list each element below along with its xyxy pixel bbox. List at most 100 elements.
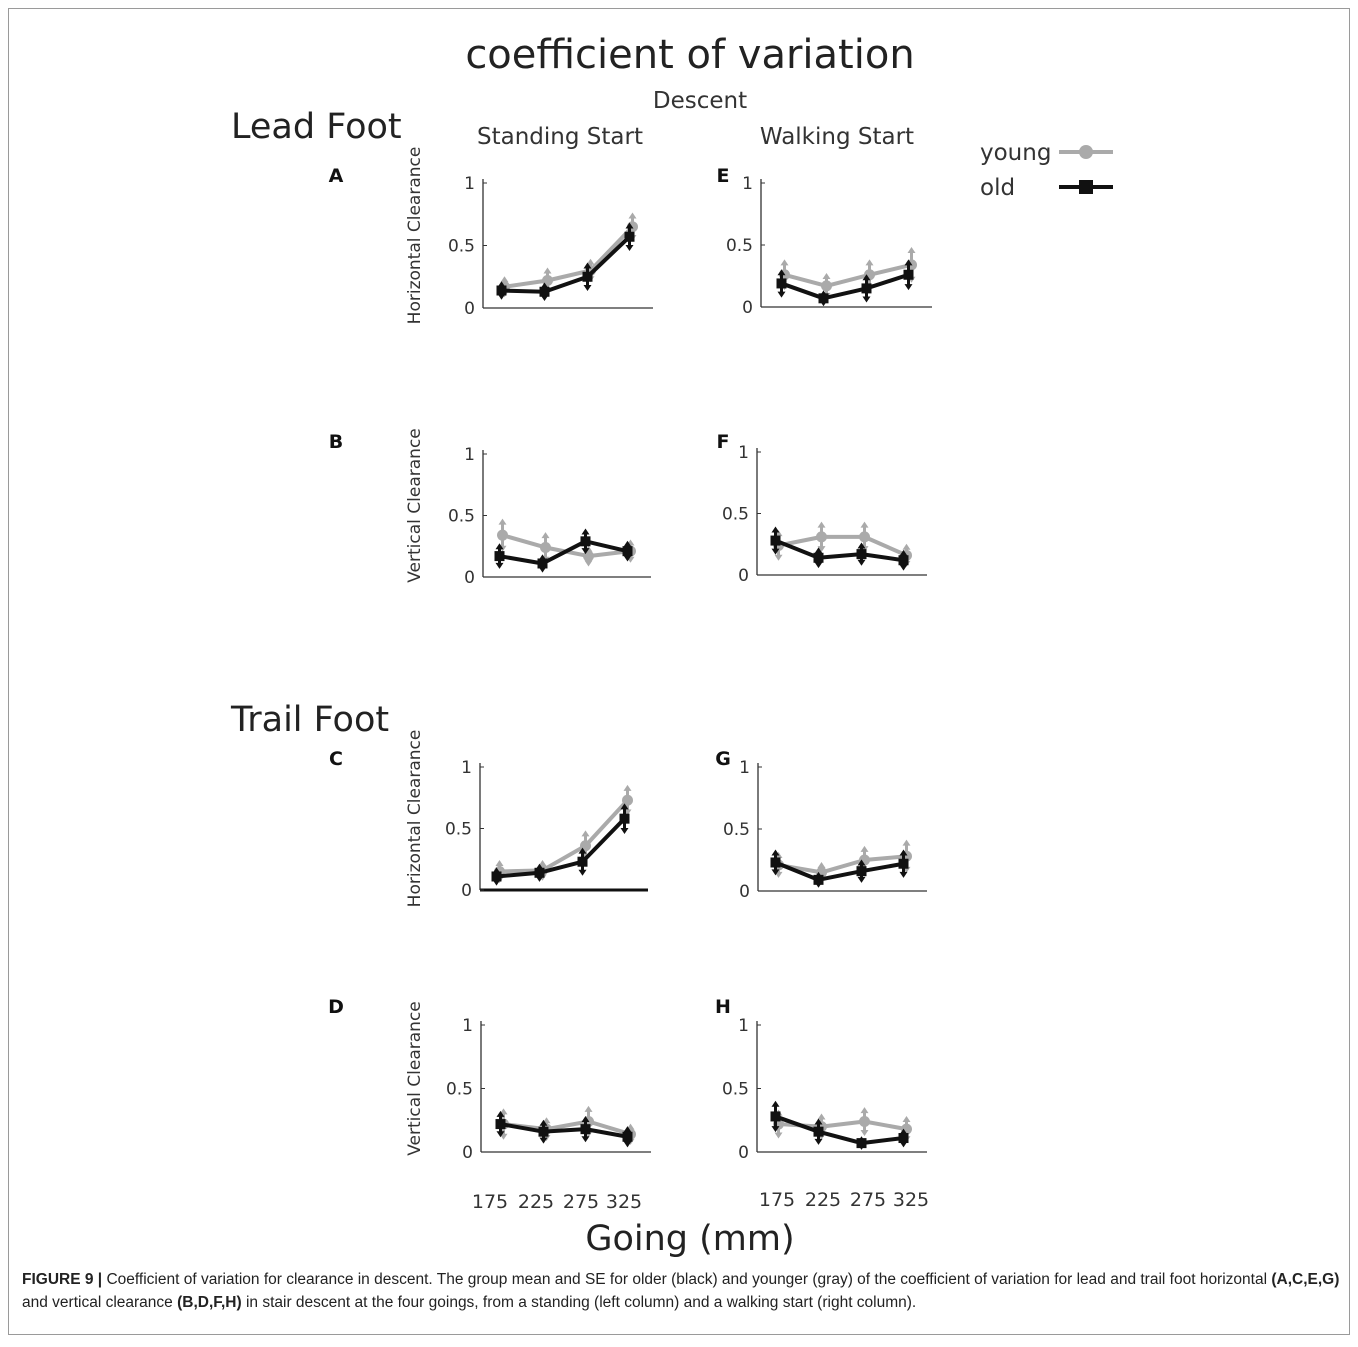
y-tick-label: 0.5	[445, 820, 472, 840]
y-tick-label: 0	[739, 882, 750, 902]
error-cap-top	[623, 1126, 632, 1133]
data-point	[539, 286, 550, 297]
y-tick-label: 0	[462, 1143, 473, 1163]
error-cap-top	[625, 222, 634, 229]
panel-g: G 0 0.5 1	[715, 748, 927, 902]
panel-letter: A	[329, 165, 344, 187]
series-line	[499, 798, 629, 874]
error-cap-bottom	[771, 548, 780, 555]
x-tick-label: 175	[759, 1189, 795, 1211]
panel-c: C 0 0.5 1 Horizontal Clearance	[329, 730, 648, 907]
x-tick-label: 325	[893, 1189, 929, 1211]
data-point	[856, 549, 867, 560]
error-cap-top	[581, 830, 590, 837]
y-tick-label: 0.5	[448, 237, 475, 257]
x-axis-label: Going (mm)	[585, 1219, 794, 1259]
data-point	[856, 1138, 867, 1149]
data-point	[816, 531, 827, 543]
error-cap-top	[498, 518, 507, 525]
error-cap-top	[541, 532, 550, 539]
error-cap-bottom	[899, 564, 908, 571]
series-old	[496, 222, 635, 301]
error-cap-top	[777, 269, 786, 276]
data-point	[491, 871, 502, 882]
data-point	[622, 1131, 633, 1142]
data-point	[813, 874, 824, 885]
error-cap-bottom	[774, 1132, 783, 1139]
series-line	[501, 235, 631, 294]
error-cap-bottom	[774, 554, 783, 561]
panel-letter: B	[329, 431, 343, 453]
y-tick-label: 1	[464, 174, 475, 194]
y-axis-label: Horizontal Clearance	[405, 147, 425, 325]
error-cap-bottom	[771, 1126, 780, 1133]
y-tick-label: 1	[738, 1016, 749, 1036]
y-axis-label: Vertical Clearance	[405, 1001, 425, 1156]
x-tick-label: 225	[518, 1191, 554, 1213]
y-tick-label: 1	[742, 174, 753, 194]
y-tick-label: 0.5	[448, 507, 475, 527]
error-cap-top	[771, 526, 780, 533]
series-old	[494, 528, 633, 573]
x-tick-label: 175	[472, 1191, 508, 1213]
error-cap-top	[904, 259, 913, 266]
error-cap-top	[907, 246, 916, 253]
error-cap-top	[814, 1118, 823, 1125]
data-point	[818, 293, 829, 304]
error-cap-top	[539, 1119, 548, 1126]
x-tick-labels-left: 175 225 275 325	[472, 1191, 642, 1213]
data-point	[813, 1126, 824, 1137]
error-cap-top	[495, 543, 504, 550]
error-cap-top	[500, 276, 509, 283]
error-cap-top	[822, 273, 831, 279]
panel-d: D 0 0.5 1 Vertical Clearance	[328, 996, 651, 1163]
series-old	[491, 803, 630, 886]
error-cap-bottom	[623, 1141, 632, 1148]
series-line	[499, 539, 628, 566]
caption-text: Coefficient of variation for clearance i…	[102, 1271, 1272, 1288]
panel-letter: E	[717, 165, 730, 187]
data-point	[898, 858, 909, 869]
error-cap-bottom	[860, 1129, 869, 1136]
panel-letter: F	[717, 431, 730, 453]
error-cap-bottom	[578, 869, 587, 876]
y-tick-label: 0.5	[446, 1080, 473, 1100]
x-tick-label: 275	[563, 1191, 599, 1213]
error-cap-bottom	[857, 876, 866, 883]
error-cap-bottom	[862, 296, 871, 303]
caption-panels-horizontal: (A,C,E,G)	[1271, 1271, 1340, 1288]
data-point	[770, 1111, 781, 1122]
y-tick-label: 0.5	[722, 1080, 749, 1100]
error-cap-top	[495, 859, 504, 866]
panel-h: H 0 0.5 1	[715, 996, 927, 1163]
error-cap-top	[583, 262, 592, 269]
data-point	[859, 531, 870, 543]
series-line	[778, 854, 907, 875]
series-line	[500, 1122, 628, 1139]
error-cap-top	[817, 521, 826, 528]
series-old	[495, 1110, 633, 1148]
legend-marker-old	[1079, 180, 1093, 194]
error-cap-bottom	[857, 559, 866, 566]
error-cap-top	[857, 859, 866, 866]
data-point	[861, 283, 872, 294]
series-old	[770, 849, 909, 888]
series-line	[774, 1114, 904, 1146]
data-point	[813, 552, 824, 563]
y-tick-label: 0.5	[723, 820, 750, 840]
error-cap-top	[581, 1115, 590, 1122]
error-cap-top	[899, 549, 908, 556]
data-point	[496, 285, 507, 296]
error-cap-bottom	[539, 1137, 548, 1144]
error-cap-top	[857, 542, 866, 549]
column-title-walking: Walking Start	[760, 124, 914, 150]
y-tick-label: 1	[464, 445, 475, 465]
legend: young old	[980, 140, 1113, 201]
main-title: coefficient of variation	[465, 32, 914, 78]
error-cap-bottom	[814, 1138, 823, 1145]
x-tick-label: 225	[805, 1189, 841, 1211]
error-cap-bottom	[777, 291, 786, 298]
data-point	[494, 551, 505, 562]
y-tick-label: 0	[742, 298, 753, 318]
y-tick-label: 0	[464, 299, 475, 319]
